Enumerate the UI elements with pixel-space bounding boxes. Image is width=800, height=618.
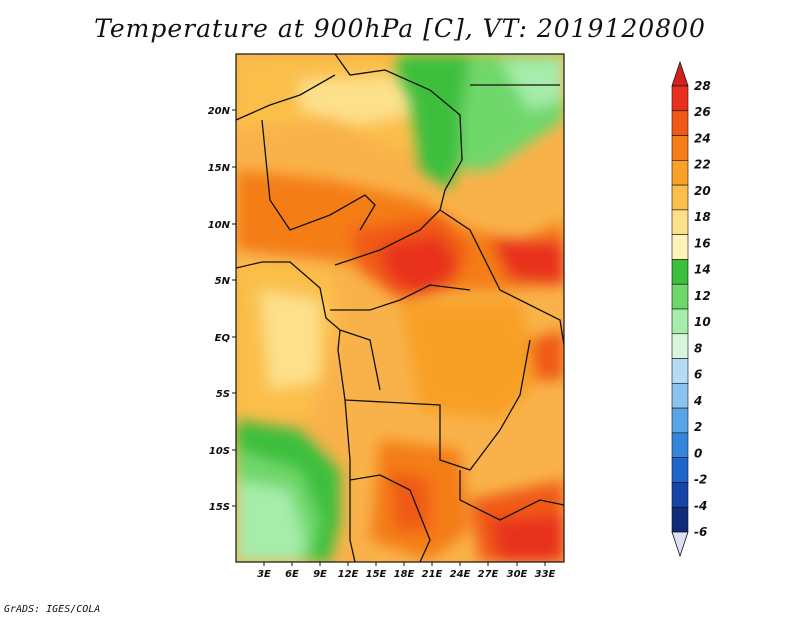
lon-label: 12E — [338, 569, 359, 580]
colorbar-label: 22 — [694, 158, 711, 172]
colorbar-over-arrow — [671, 60, 689, 87]
colorbar-swatch — [671, 358, 689, 384]
colorbar-under-arrow — [671, 531, 689, 558]
lon-label: 15E — [366, 569, 387, 580]
lon-axis: 3E 6E 9E 12E 15E 18E 21E 24E 27E 30E 33E — [257, 562, 556, 580]
lon-label: 6E — [285, 569, 299, 580]
lat-axis: 20N 15N 10N 5N EQ 5S 10S 15S — [208, 106, 236, 513]
colorbar-swatch — [671, 135, 689, 161]
colorbar-label: 0 — [694, 446, 702, 460]
colorbar-swatch — [671, 160, 689, 186]
colorbar-label: -6 — [694, 525, 707, 539]
colorbar-label: 2 — [694, 420, 702, 434]
map-frame — [235, 53, 565, 563]
map-title: Temperature at 900hPa [C], VT: 201912080… — [94, 14, 706, 43]
colorbar-swatch — [671, 482, 689, 508]
colorbar-swatch — [671, 234, 689, 260]
lat-label: 10N — [208, 220, 231, 231]
lat-label: 5S — [216, 389, 230, 400]
lat-label: 15N — [208, 163, 231, 174]
colorbar-swatch — [671, 308, 689, 335]
colorbar-swatch — [671, 110, 689, 136]
colorbar-label: 4 — [693, 394, 702, 408]
lon-label: 9E — [313, 569, 327, 580]
colorbar-label: 24 — [694, 131, 711, 145]
grads-credit: GrADS: IGES/COLA — [4, 604, 101, 615]
colorbar-swatch — [671, 407, 689, 434]
lon-label: 27E — [478, 569, 499, 580]
colorbar-label: 14 — [694, 263, 711, 277]
lon-label: 18E — [394, 569, 415, 580]
colorbar-label: -2 — [694, 473, 707, 487]
colorbar-swatch — [671, 383, 689, 409]
colorbar-swatch — [671, 184, 689, 211]
colorbar-label: 28 — [694, 79, 711, 93]
colorbar-label: 26 — [694, 105, 711, 119]
colorbar-label: 8 — [694, 341, 702, 355]
colorbar-swatch — [671, 85, 689, 112]
lat-label: 20N — [208, 106, 231, 117]
colorbar-swatch — [671, 209, 689, 235]
colorbar-swatch — [671, 457, 689, 483]
lon-label: 24E — [450, 569, 471, 580]
colorbar-swatch — [671, 506, 689, 533]
lon-label: 30E — [507, 569, 528, 580]
lat-label: 10S — [209, 446, 230, 457]
lon-label: 33E — [535, 569, 556, 580]
lon-label: 21E — [422, 569, 443, 580]
colorbar-label: 16 — [694, 236, 711, 250]
lat-label: EQ — [215, 333, 231, 344]
colorbar-swatch — [671, 259, 689, 285]
temperature-field — [236, 54, 564, 562]
lat-label: 5N — [215, 276, 231, 287]
colorbar-swatch — [671, 333, 689, 359]
colorbar-label: 12 — [694, 289, 711, 303]
colorbar-label: 18 — [694, 210, 711, 224]
colorbar-swatch — [671, 432, 689, 458]
colorbar-label: 10 — [694, 315, 711, 329]
lon-label: 3E — [257, 569, 271, 580]
colorbar-label: 6 — [694, 368, 702, 382]
colorbar-label: -4 — [694, 499, 707, 513]
colorbar-swatch — [671, 283, 689, 310]
lat-label: 15S — [209, 502, 230, 513]
colorbar-label: 20 — [694, 184, 711, 198]
